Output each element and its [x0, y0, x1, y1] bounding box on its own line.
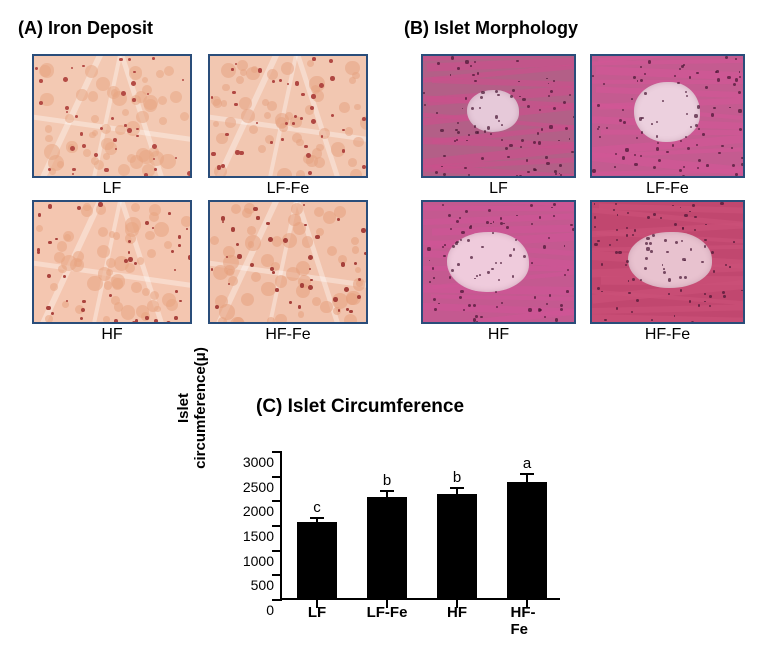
panel-a-label-hffe: HF-Fe [265, 326, 310, 344]
panel-b-title: (B) Islet Morphology [404, 18, 578, 39]
panel-a-image-hf [32, 200, 192, 324]
panel-b-label-hf: HF [488, 326, 509, 344]
panel-c-ytick-label: 2000 [243, 503, 274, 519]
panel-a-label-hf: HF [101, 326, 122, 344]
panel-b-label-lf: LF [489, 180, 508, 198]
panel-c-sig-label: b [453, 469, 461, 486]
panel-c-xtick-label: HF-Fe [511, 604, 544, 638]
panel-b-label-lffe: LF-Fe [646, 180, 689, 198]
panel-c-plot-area: 050010001500200025003000cLFbLF-FebHFaHF-… [280, 452, 560, 600]
panel-c-bar: a [507, 482, 548, 598]
panel-c-title: (C) Islet Circumference [256, 396, 464, 418]
panel-c-bar: b [367, 497, 408, 598]
panel-a-label-lf: LF [103, 180, 122, 198]
panel-c-xtick-label: LF [308, 604, 326, 621]
panel-c-xtick-label: HF [447, 604, 467, 621]
panel-b-cell-lffe: LF-Fe [587, 54, 748, 198]
panel-c-ytick-label: 0 [266, 602, 274, 618]
panel-c-ytick-label: 3000 [243, 454, 274, 470]
panel-c-ytick-label: 1500 [243, 528, 274, 544]
panel-c-ytick-label: 500 [251, 577, 274, 593]
panel-b-cell-hffe: HF-Fe [587, 200, 748, 344]
panel-c-ytick-label: 2500 [243, 479, 274, 495]
panel-a-grid: LF LF-Fe HF HF-Fe [28, 54, 372, 344]
panel-c-sig-label: c [313, 499, 321, 516]
panel-b-image-lffe [590, 54, 745, 178]
panel-a-image-lffe [208, 54, 368, 178]
panel-c-ytick-label: 1000 [243, 553, 274, 569]
panel-a-cell-lffe: LF-Fe [204, 54, 372, 198]
panel-a-image-hffe [208, 200, 368, 324]
panel-a-cell-hffe: HF-Fe [204, 200, 372, 344]
panel-c-sig-label: a [523, 455, 531, 472]
panel-c-sig-label: b [383, 472, 391, 489]
panel-b-label-hffe: HF-Fe [645, 326, 690, 344]
panel-a-cell-lf: LF [28, 54, 196, 198]
panel-a-image-lf [32, 54, 192, 178]
panel-b-image-hffe [590, 200, 745, 324]
panel-b-image-hf [421, 200, 576, 324]
panel-b-cell-hf: HF [418, 200, 579, 344]
panel-b-cell-lf: LF [418, 54, 579, 198]
panel-b-grid: LF LF-Fe HF HF-Fe [418, 54, 748, 344]
panel-c-bar: b [437, 494, 478, 598]
panel-c-xtick-label: LF-Fe [367, 604, 408, 621]
panel-a-label-lffe: LF-Fe [267, 180, 310, 198]
panel-c-yaxis-label: Islet circumference(μ) [176, 338, 209, 478]
panel-b-image-lf [421, 54, 576, 178]
panel-a-cell-hf: HF [28, 200, 196, 344]
panel-c-bar: c [297, 522, 338, 598]
panel-a-title: (A) Iron Deposit [18, 18, 153, 39]
panel-c-chart: Islet circumference(μ) 05001000150020002… [180, 442, 600, 654]
